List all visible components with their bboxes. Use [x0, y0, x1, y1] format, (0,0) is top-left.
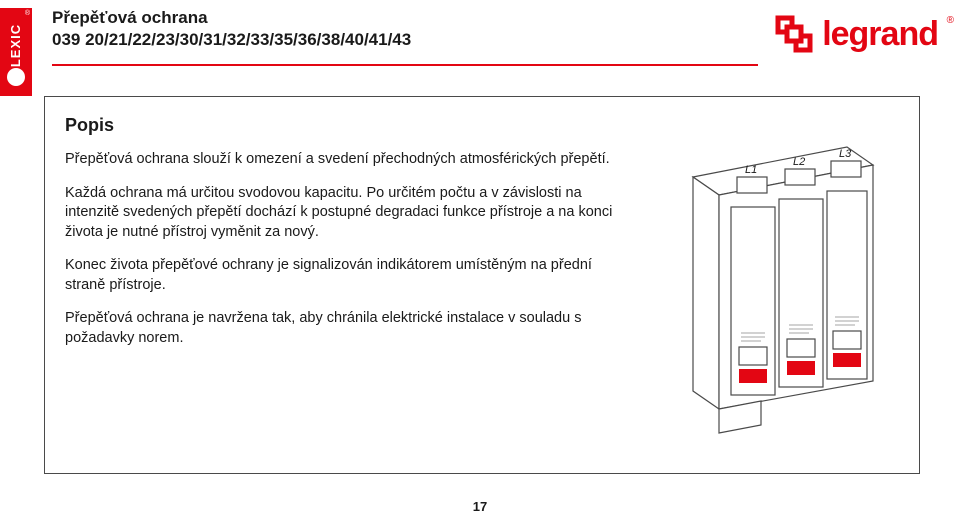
terminal-label-l3: L3	[839, 148, 852, 160]
brand-tab-label: LEXIC	[9, 24, 24, 67]
section-title: Popis	[65, 115, 899, 136]
terminal-label-l2: L2	[793, 156, 805, 168]
paragraph-1: Přepěťová ochrana slouží k omezení a sve…	[65, 150, 625, 170]
paragraph-2: Každá ochrana má určitou svodovou kapaci…	[65, 184, 625, 243]
header-divider	[52, 64, 758, 66]
brand-reg: ®	[25, 10, 30, 17]
content-box: Popis Přepěťová ochrana slouží k omezení…	[44, 96, 920, 474]
brand-tab: ® LEXIC	[0, 8, 32, 96]
device-illustration: L1 L2 L3	[661, 137, 891, 437]
legrand-logo: legrand	[774, 14, 938, 54]
legrand-logo-mark-icon	[774, 14, 814, 54]
page-title: Přepěťová ochrana	[52, 8, 752, 28]
paragraph-3: Konec života přepěťové ochrany je signal…	[65, 256, 625, 295]
legrand-reg: ®	[947, 15, 954, 26]
page-number: 17	[473, 499, 487, 514]
product-codes: 039 20/21/22/23/30/31/32/33/35/36/38/40/…	[52, 30, 752, 50]
legrand-logo-text: legrand	[822, 15, 938, 54]
paragraph-4: Přepěťová ochrana je navržena tak, aby c…	[65, 309, 625, 348]
brand-tab-circle-icon	[7, 68, 25, 86]
terminal-label-l1: L1	[745, 164, 757, 176]
header: Přepěťová ochrana 039 20/21/22/23/30/31/…	[52, 8, 752, 50]
